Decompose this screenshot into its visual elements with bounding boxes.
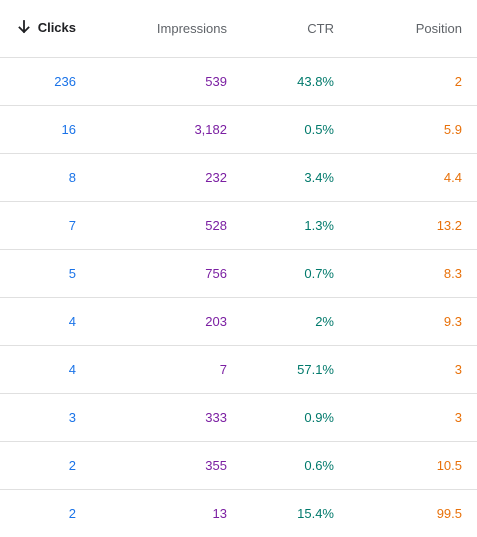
cell-ctr: 0.6% — [227, 442, 334, 490]
cell-impressions: 3,182 — [76, 106, 227, 154]
cell-spacer — [462, 346, 477, 394]
cell-ctr: 0.5% — [227, 106, 334, 154]
column-header-impressions[interactable]: Impressions — [76, 0, 227, 58]
column-header-clicks[interactable]: Clicks — [0, 0, 76, 58]
cell-spacer — [462, 490, 477, 537]
cell-ctr: 0.9% — [227, 394, 334, 442]
cell-position: 2 — [334, 58, 462, 106]
cell-ctr: 15.4% — [227, 490, 334, 537]
cell-position: 10.5 — [334, 442, 462, 490]
cell-position: 9.3 — [334, 298, 462, 346]
cell-impressions: 203 — [76, 298, 227, 346]
cell-clicks: 4 — [0, 346, 76, 394]
cell-ctr: 43.8% — [227, 58, 334, 106]
column-header-position[interactable]: Position — [334, 0, 462, 58]
table-row[interactable]: 8 232 3.4% 4.4 — [0, 154, 477, 202]
cell-clicks: 16 — [0, 106, 76, 154]
cell-clicks: 2 — [0, 442, 76, 490]
table-row[interactable]: 2 13 15.4% 99.5 — [0, 490, 477, 537]
table-row[interactable]: 236 539 43.8% 2 — [0, 58, 477, 106]
cell-spacer — [462, 58, 477, 106]
cell-spacer — [462, 202, 477, 250]
cell-spacer — [462, 394, 477, 442]
cell-clicks: 2 — [0, 490, 76, 537]
cell-spacer — [462, 106, 477, 154]
cell-clicks: 5 — [0, 250, 76, 298]
cell-position: 13.2 — [334, 202, 462, 250]
cell-position: 8.3 — [334, 250, 462, 298]
cell-clicks: 4 — [0, 298, 76, 346]
cell-clicks: 8 — [0, 154, 76, 202]
cell-impressions: 333 — [76, 394, 227, 442]
cell-spacer — [462, 298, 477, 346]
cell-impressions: 7 — [76, 346, 227, 394]
cell-ctr: 2% — [227, 298, 334, 346]
cell-impressions: 355 — [76, 442, 227, 490]
cell-ctr: 0.7% — [227, 250, 334, 298]
cell-impressions: 232 — [76, 154, 227, 202]
cell-impressions: 539 — [76, 58, 227, 106]
column-header-ctr[interactable]: CTR — [227, 0, 334, 58]
cell-impressions: 756 — [76, 250, 227, 298]
table-row[interactable]: 4 7 57.1% 3 — [0, 346, 477, 394]
table-header-row: Clicks Impressions CTR Position — [0, 0, 477, 58]
cell-ctr: 57.1% — [227, 346, 334, 394]
cell-position: 3 — [334, 346, 462, 394]
cell-ctr: 1.3% — [227, 202, 334, 250]
cell-position: 99.5 — [334, 490, 462, 537]
cell-clicks: 236 — [0, 58, 76, 106]
cell-clicks: 7 — [0, 202, 76, 250]
table-row[interactable]: 7 528 1.3% 13.2 — [0, 202, 477, 250]
cell-spacer — [462, 250, 477, 298]
column-header-spacer — [462, 0, 477, 58]
cell-spacer — [462, 154, 477, 202]
cell-spacer — [462, 442, 477, 490]
cell-impressions: 13 — [76, 490, 227, 537]
table-row[interactable]: 5 756 0.7% 8.3 — [0, 250, 477, 298]
arrow-down-icon — [18, 20, 30, 34]
table-row[interactable]: 4 203 2% 9.3 — [0, 298, 477, 346]
table-row[interactable]: 2 355 0.6% 10.5 — [0, 442, 477, 490]
cell-impressions: 528 — [76, 202, 227, 250]
cell-position: 3 — [334, 394, 462, 442]
cell-position: 5.9 — [334, 106, 462, 154]
table-row[interactable]: 16 3,182 0.5% 5.9 — [0, 106, 477, 154]
cell-clicks: 3 — [0, 394, 76, 442]
table-row[interactable]: 3 333 0.9% 3 — [0, 394, 477, 442]
cell-position: 4.4 — [334, 154, 462, 202]
cell-ctr: 3.4% — [227, 154, 334, 202]
column-header-clicks-label: Clicks — [38, 20, 76, 35]
